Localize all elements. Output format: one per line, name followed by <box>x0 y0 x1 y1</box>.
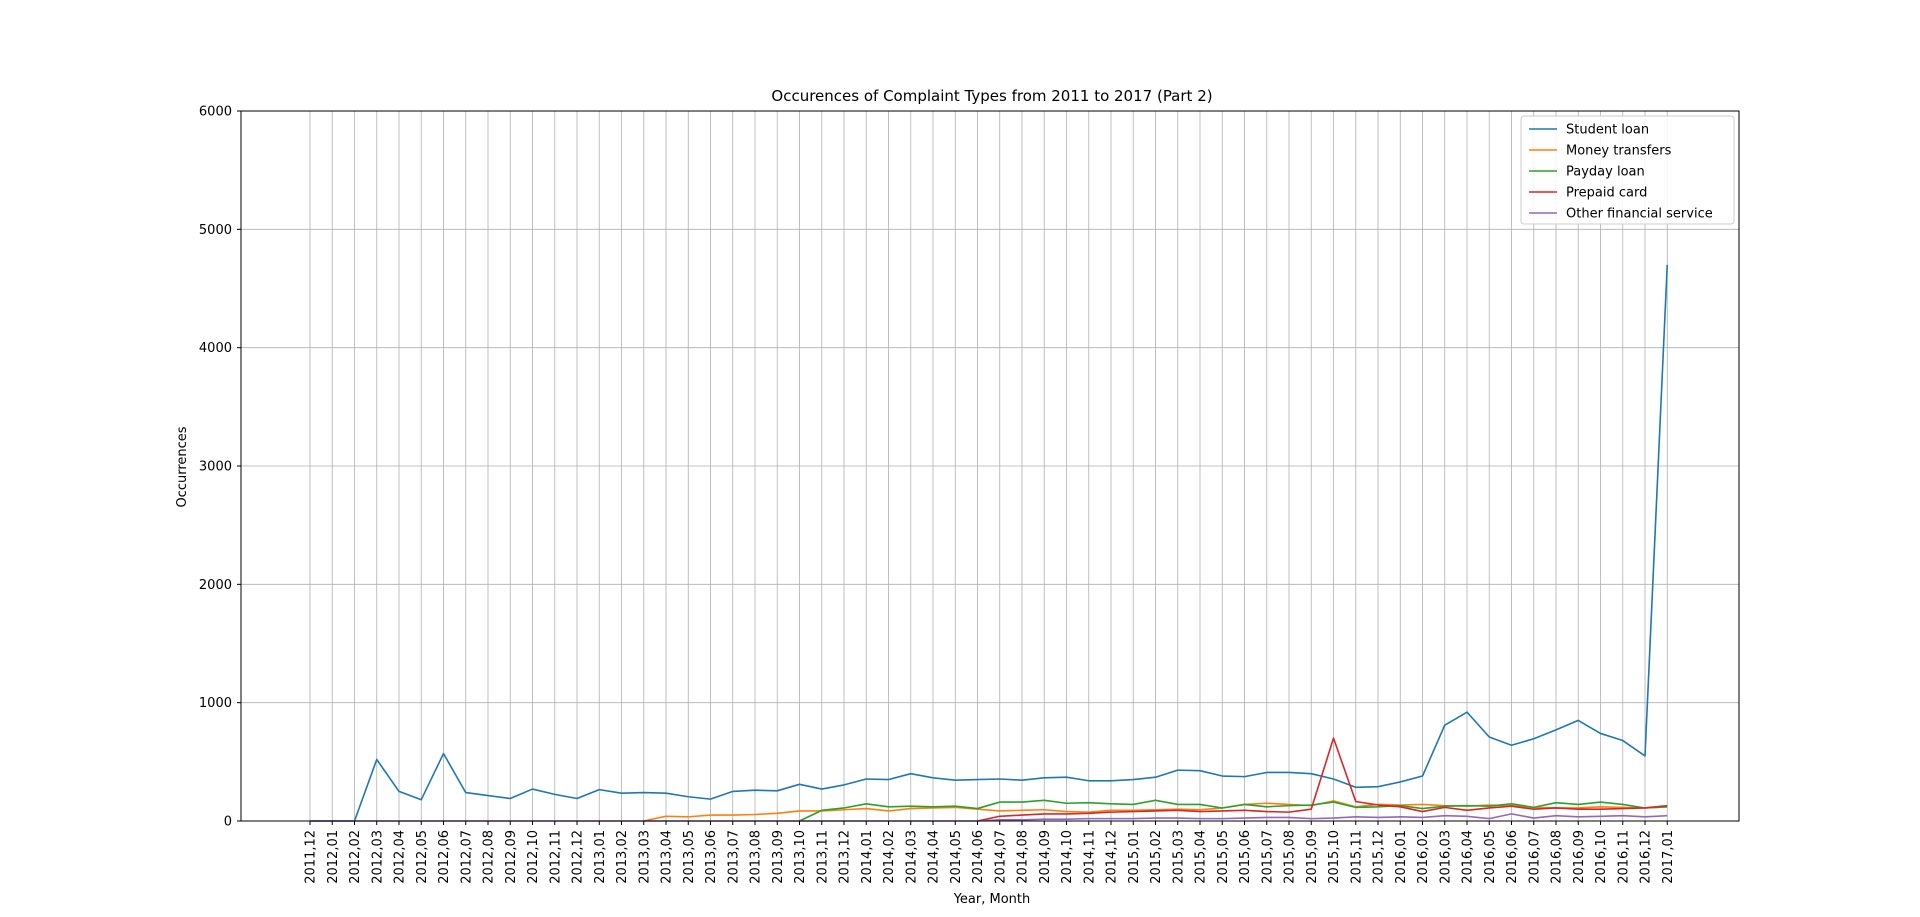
legend-label: Other financial service <box>1566 207 1713 222</box>
series-lines <box>310 264 1669 822</box>
x-tick-label: 2015,05 <box>1216 830 1231 884</box>
grid-lines <box>241 110 1739 822</box>
y-tick-label: 5000 <box>199 223 232 238</box>
y-axis-ticks: 0 1000 2000 3000 4000 5000 6000 <box>199 105 241 830</box>
x-tick-label: 2015,06 <box>1238 830 1253 884</box>
x-tick-label: 2014,06 <box>971 830 986 884</box>
y-tick-label: 6000 <box>199 105 232 120</box>
x-tick-label: 2012,02 <box>348 830 363 884</box>
x-tick-label: 2012,07 <box>459 830 474 884</box>
x-tick-label: 2014,10 <box>1060 830 1075 884</box>
x-tick-label: 2013,05 <box>682 830 697 884</box>
legend-box <box>1520 115 1735 225</box>
x-tick-label: 2013,01 <box>593 830 608 884</box>
x-tick-label: 2014,11 <box>1082 830 1097 884</box>
x-tick-label: 2014,01 <box>860 830 875 884</box>
series-line-0 <box>310 264 1669 822</box>
x-tick-label: 2013,10 <box>793 830 808 884</box>
x-tick-label: 2016,06 <box>1505 830 1520 884</box>
legend-label: Prepaid card <box>1566 186 1647 201</box>
y-tick-label: 1000 <box>199 696 232 711</box>
x-tick-label: 2013,02 <box>615 830 630 884</box>
x-tick-label: 2012,09 <box>504 830 519 884</box>
x-tick-label: 2015,09 <box>1305 830 1320 884</box>
x-tick-label: 2016,10 <box>1594 830 1609 884</box>
legend-label: Student loan <box>1566 123 1649 138</box>
y-tick-label: 2000 <box>199 578 232 593</box>
x-tick-label: 2011,12 <box>304 830 319 884</box>
x-tick-label: 2014,07 <box>993 830 1008 884</box>
x-tick-label: 2015,02 <box>1149 830 1164 884</box>
x-tick-label: 2016,12 <box>1639 830 1654 884</box>
y-tick-label: 0 <box>224 815 232 830</box>
x-tick-label: 2016,07 <box>1527 830 1542 884</box>
x-axis-label: Year, Month <box>953 892 1031 907</box>
x-tick-label: 2012,01 <box>326 830 341 884</box>
chart-title: Occurences of Complaint Types from 2011 … <box>771 87 1212 105</box>
x-tick-label: 2015,07 <box>1260 830 1275 884</box>
series-line-2 <box>799 799 1668 822</box>
x-tick-label: 2014,08 <box>1016 830 1031 884</box>
x-tick-label: 2012,12 <box>571 830 586 884</box>
x-tick-label: 2012,04 <box>393 830 408 884</box>
x-tick-label: 2016,04 <box>1461 830 1476 884</box>
x-tick-label: 2012,10 <box>526 830 541 884</box>
x-tick-label: 2014,03 <box>904 830 919 884</box>
series-line-3 <box>977 737 1668 822</box>
legend: Student loan Money transfers Payday loan Pr… <box>1520 115 1735 225</box>
x-tick-label: 2015,10 <box>1327 830 1342 884</box>
x-tick-label: 2013,12 <box>838 830 853 884</box>
x-tick-label: 2013,09 <box>771 830 786 884</box>
x-tick-label: 2013,07 <box>726 830 741 884</box>
x-tick-label: 2015,01 <box>1127 830 1142 884</box>
series-line-4 <box>310 813 1668 822</box>
x-tick-label: 2014,09 <box>1038 830 1053 884</box>
x-tick-label: 2016,01 <box>1394 830 1409 884</box>
x-tick-label: 2016,02 <box>1416 830 1431 884</box>
x-tick-label: 2014,05 <box>949 830 964 884</box>
x-tick-label: 2014,02 <box>882 830 897 884</box>
x-tick-label: 2013,06 <box>704 830 719 884</box>
x-tick-label: 2016,11 <box>1616 830 1631 884</box>
y-tick-label: 4000 <box>199 341 232 356</box>
legend-label: Money transfers <box>1566 144 1672 159</box>
x-tick-label: 2017,01 <box>1661 830 1676 884</box>
x-tick-label: 2016,03 <box>1438 830 1453 884</box>
x-tick-label: 2016,05 <box>1483 830 1498 884</box>
x-tick-label: 2015,12 <box>1372 830 1387 884</box>
legend-label: Payday loan <box>1566 165 1645 180</box>
x-tick-label: 2016,09 <box>1572 830 1587 884</box>
x-tick-label: 2014,04 <box>927 830 942 884</box>
x-tick-label: 2012,11 <box>548 830 563 884</box>
x-tick-label: 2012,06 <box>437 830 452 884</box>
x-tick-label: 2015,03 <box>1171 830 1186 884</box>
x-tick-label: 2012,08 <box>482 830 497 884</box>
x-tick-label: 2013,11 <box>815 830 830 884</box>
x-tick-label: 2015,04 <box>1194 830 1209 884</box>
y-axis-label: Occurrences <box>175 426 190 507</box>
x-tick-label: 2016,08 <box>1550 830 1565 884</box>
x-tick-label: 2015,11 <box>1349 830 1364 884</box>
x-axis-ticks: 2011,12 2012,01 2012,02 2012,03 2012,04 2012,… <box>304 821 1676 884</box>
x-tick-label: 2013,04 <box>660 830 675 884</box>
y-tick-label: 3000 <box>199 460 232 475</box>
x-tick-label: 2013,03 <box>637 830 652 884</box>
x-tick-label: 2015,08 <box>1283 830 1298 884</box>
x-tick-label: 2013,08 <box>749 830 764 884</box>
x-tick-label: 2012,05 <box>415 830 430 884</box>
x-tick-label: 2012,03 <box>370 830 385 884</box>
x-tick-label: 2014,12 <box>1105 830 1120 884</box>
